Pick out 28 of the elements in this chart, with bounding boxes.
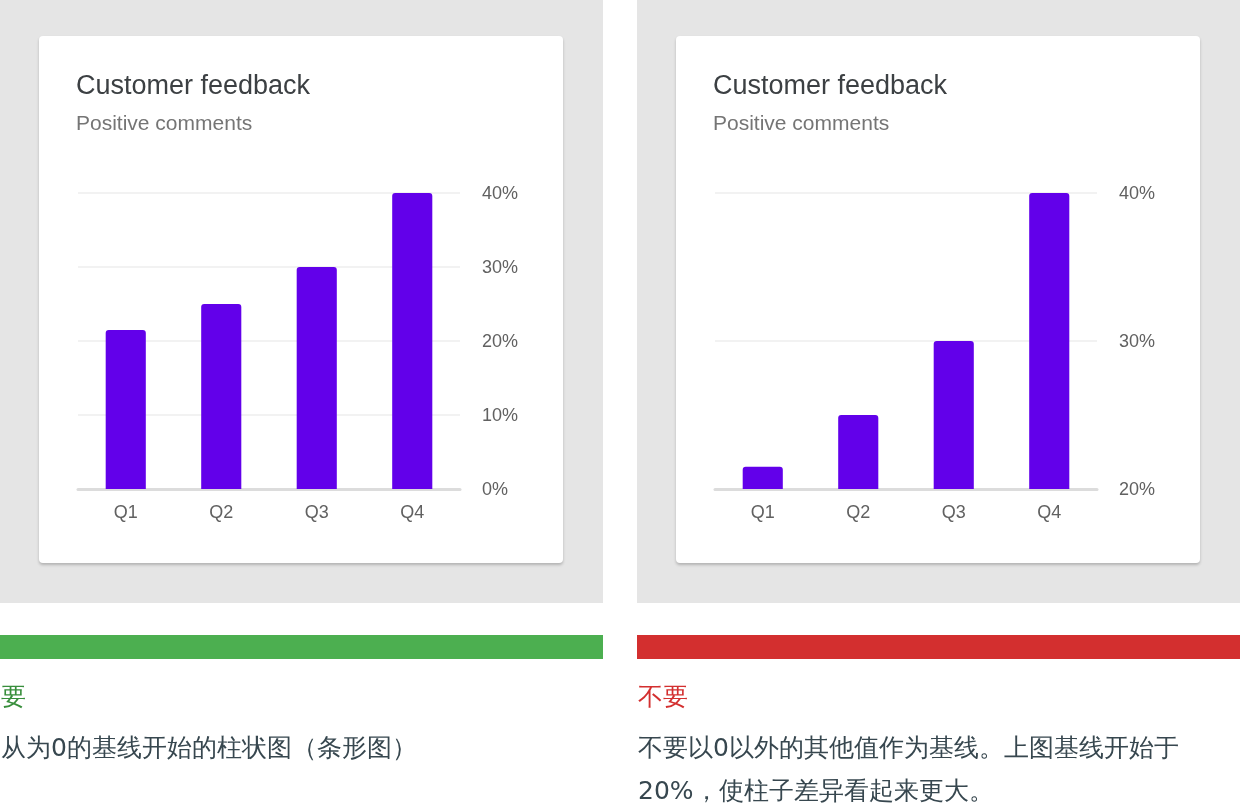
y-tick-label: 10% <box>482 405 519 425</box>
y-tick-label: 0% <box>482 479 509 499</box>
y-tick-label: 40% <box>482 183 519 203</box>
chart-subtitle: Positive comments <box>713 111 890 134</box>
y-tick-label: 40% <box>1119 183 1156 203</box>
y-tick-label: 30% <box>1119 331 1156 351</box>
y-tick-label: 30% <box>482 257 519 277</box>
chart-subtitle: Positive comments <box>76 111 253 134</box>
x-tick-label: Q1 <box>750 502 775 522</box>
text: 不要以0以外的其他值作为基线。上图基线开始于20%，使柱子差异看起来更大。 <box>638 732 1180 803</box>
y-tick-label: 20% <box>1119 479 1156 499</box>
x-tick-label: Q2 <box>846 502 871 522</box>
x-tick-label: Q2 <box>209 502 234 522</box>
x-tick-label: Q4 <box>1037 502 1062 522</box>
x-tick-label: Q3 <box>941 502 966 522</box>
bar <box>201 304 242 489</box>
bar <box>296 267 337 489</box>
x-tick-label: Q4 <box>400 502 425 522</box>
y-tick-label: 20% <box>482 331 519 351</box>
chart-title: Customer feedback <box>713 69 948 100</box>
x-tick-label: Q3 <box>304 502 329 522</box>
text: 从为0的基线开始的柱状图（条形图） <box>1 732 418 764</box>
text: 要 <box>1 681 26 713</box>
text: 不要 <box>638 681 688 713</box>
bar <box>105 329 146 489</box>
chart-title: Customer feedback <box>76 69 311 100</box>
bar <box>392 193 433 489</box>
x-tick-label: Q1 <box>113 502 138 522</box>
